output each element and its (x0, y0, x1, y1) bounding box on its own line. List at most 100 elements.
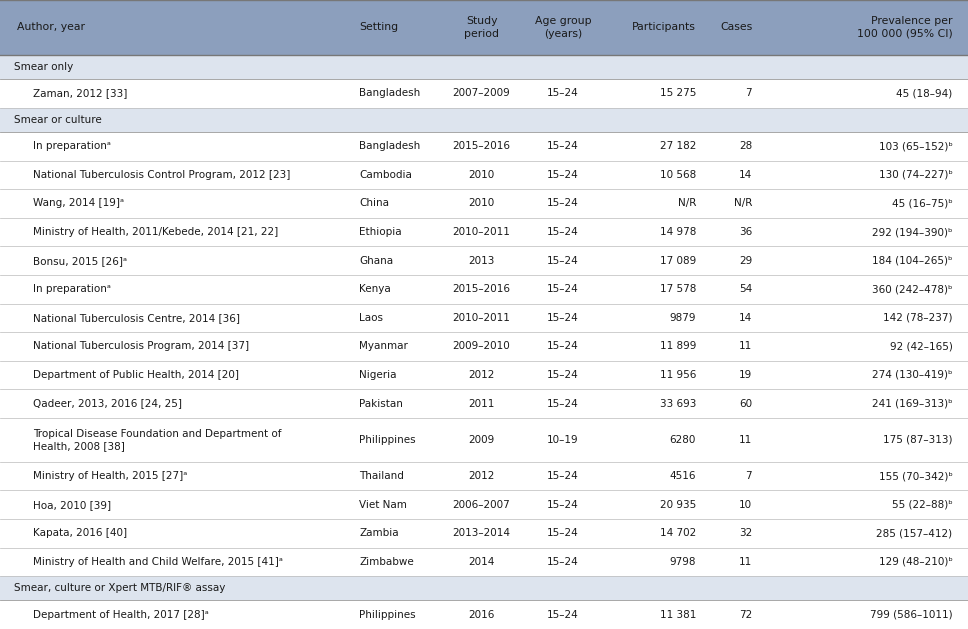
Text: 285 (157–412): 285 (157–412) (876, 528, 953, 538)
Text: Cases: Cases (720, 23, 752, 33)
Text: 15–24: 15–24 (547, 499, 579, 509)
Text: Bangladesh: Bangladesh (359, 89, 420, 99)
Text: Wang, 2014 [19]ᵃ: Wang, 2014 [19]ᵃ (33, 198, 124, 208)
Text: 799 (586–1011): 799 (586–1011) (870, 610, 953, 620)
Bar (0, 275, 968, 304)
Bar (0, 108, 968, 132)
Text: Kapata, 2016 [40]: Kapata, 2016 [40] (33, 528, 127, 538)
Text: National Tuberculosis Program, 2014 [37]: National Tuberculosis Program, 2014 [37] (33, 342, 249, 352)
Text: 72: 72 (739, 610, 752, 620)
Text: Ghana: Ghana (359, 255, 393, 265)
Bar (0, 304, 968, 332)
Text: 2010–2011: 2010–2011 (453, 227, 510, 237)
Text: 10 568: 10 568 (660, 170, 696, 180)
Text: In preparationᵃ: In preparationᵃ (33, 142, 110, 151)
Text: 15–24: 15–24 (547, 557, 579, 567)
Text: Bonsu, 2015 [26]ᵃ: Bonsu, 2015 [26]ᵃ (33, 255, 127, 265)
Text: China: China (359, 198, 389, 208)
Text: 2015–2016: 2015–2016 (453, 142, 510, 151)
Text: 4516: 4516 (670, 471, 696, 481)
Text: 15–24: 15–24 (547, 313, 579, 323)
Text: 45 (16–75)ᵇ: 45 (16–75)ᵇ (892, 198, 953, 208)
Text: Ethiopia: Ethiopia (359, 227, 402, 237)
Text: Smear, culture or Xpert MTB/RIF® assay: Smear, culture or Xpert MTB/RIF® assay (14, 583, 225, 593)
Text: 28: 28 (739, 142, 752, 151)
Text: 2013–2014: 2013–2014 (453, 528, 510, 538)
Text: 2010: 2010 (469, 170, 495, 180)
Text: 7: 7 (745, 89, 752, 99)
Text: 15–24: 15–24 (547, 471, 579, 481)
Text: Philippines: Philippines (359, 435, 415, 445)
Text: Hoa, 2010 [39]: Hoa, 2010 [39] (33, 499, 111, 509)
Text: 175 (87–313): 175 (87–313) (883, 435, 953, 445)
Text: 17 089: 17 089 (660, 255, 696, 265)
Bar (0, 462, 968, 491)
Bar (0, 519, 968, 548)
Text: 17 578: 17 578 (659, 284, 696, 294)
Text: Tropical Disease Foundation and Department of
Health, 2008 [38]: Tropical Disease Foundation and Departme… (33, 428, 282, 451)
Bar (0, 0, 968, 55)
Text: 2012: 2012 (469, 471, 495, 481)
Text: Bangladesh: Bangladesh (359, 142, 420, 151)
Text: Thailand: Thailand (359, 471, 404, 481)
Text: Laos: Laos (359, 313, 383, 323)
Text: 2016: 2016 (469, 610, 495, 620)
Bar (0, 491, 968, 519)
Text: Zaman, 2012 [33]: Zaman, 2012 [33] (33, 89, 127, 99)
Text: N/R: N/R (678, 198, 696, 208)
Text: Philippines: Philippines (359, 610, 415, 620)
Text: 14: 14 (739, 313, 752, 323)
Text: Kenya: Kenya (359, 284, 391, 294)
Text: Pakistan: Pakistan (359, 399, 403, 409)
Text: 15–24: 15–24 (547, 370, 579, 380)
Text: 15–24: 15–24 (547, 142, 579, 151)
Text: Qadeer, 2013, 2016 [24, 25]: Qadeer, 2013, 2016 [24, 25] (33, 399, 182, 409)
Text: 27 182: 27 182 (659, 142, 696, 151)
Bar (0, 332, 968, 360)
Text: 55 (22–88)ᵇ: 55 (22–88)ᵇ (892, 499, 953, 509)
Text: 15–24: 15–24 (547, 399, 579, 409)
Text: 274 (130–419)ᵇ: 274 (130–419)ᵇ (872, 370, 953, 380)
Text: 184 (104–265)ᵇ: 184 (104–265)ᵇ (872, 255, 953, 265)
Text: 11 899: 11 899 (659, 342, 696, 352)
Bar (0, 576, 968, 601)
Text: 15–24: 15–24 (547, 170, 579, 180)
Text: 292 (194–390)ᵇ: 292 (194–390)ᵇ (872, 227, 953, 237)
Text: 29: 29 (739, 255, 752, 265)
Bar (0, 218, 968, 247)
Text: In preparationᵃ: In preparationᵃ (33, 284, 110, 294)
Text: 11: 11 (739, 557, 752, 567)
Text: 15–24: 15–24 (547, 284, 579, 294)
Text: 2010–2011: 2010–2011 (453, 313, 510, 323)
Text: 9879: 9879 (670, 313, 696, 323)
Text: 10: 10 (739, 499, 752, 509)
Text: 103 (65–152)ᵇ: 103 (65–152)ᵇ (879, 142, 953, 151)
Text: Setting: Setting (359, 23, 398, 33)
Text: 11 956: 11 956 (659, 370, 696, 380)
Text: 2010: 2010 (469, 198, 495, 208)
Text: 15–24: 15–24 (547, 227, 579, 237)
Text: 130 (74–227)ᵇ: 130 (74–227)ᵇ (879, 170, 953, 180)
Text: Study
period: Study period (464, 16, 499, 39)
Text: Zambia: Zambia (359, 528, 399, 538)
Text: 129 (48–210)ᵇ: 129 (48–210)ᵇ (879, 557, 953, 567)
Text: 33 693: 33 693 (659, 399, 696, 409)
Text: 15–24: 15–24 (547, 89, 579, 99)
Text: 155 (70–342)ᵇ: 155 (70–342)ᵇ (879, 471, 953, 481)
Text: 2011: 2011 (469, 399, 495, 409)
Text: Viet Nam: Viet Nam (359, 499, 407, 509)
Text: 241 (169–313)ᵇ: 241 (169–313)ᵇ (872, 399, 953, 409)
Text: Age group
(years): Age group (years) (534, 16, 591, 39)
Text: 36: 36 (739, 227, 752, 237)
Bar (0, 55, 968, 79)
Text: 10–19: 10–19 (547, 435, 579, 445)
Text: Ministry of Health, 2015 [27]ᵃ: Ministry of Health, 2015 [27]ᵃ (33, 471, 187, 481)
Text: 14 978: 14 978 (659, 227, 696, 237)
Text: 60: 60 (739, 399, 752, 409)
Text: 2007–2009: 2007–2009 (453, 89, 510, 99)
Bar (0, 79, 968, 108)
Text: Cambodia: Cambodia (359, 170, 412, 180)
Text: 6280: 6280 (670, 435, 696, 445)
Text: 15–24: 15–24 (547, 610, 579, 620)
Text: 15–24: 15–24 (547, 198, 579, 208)
